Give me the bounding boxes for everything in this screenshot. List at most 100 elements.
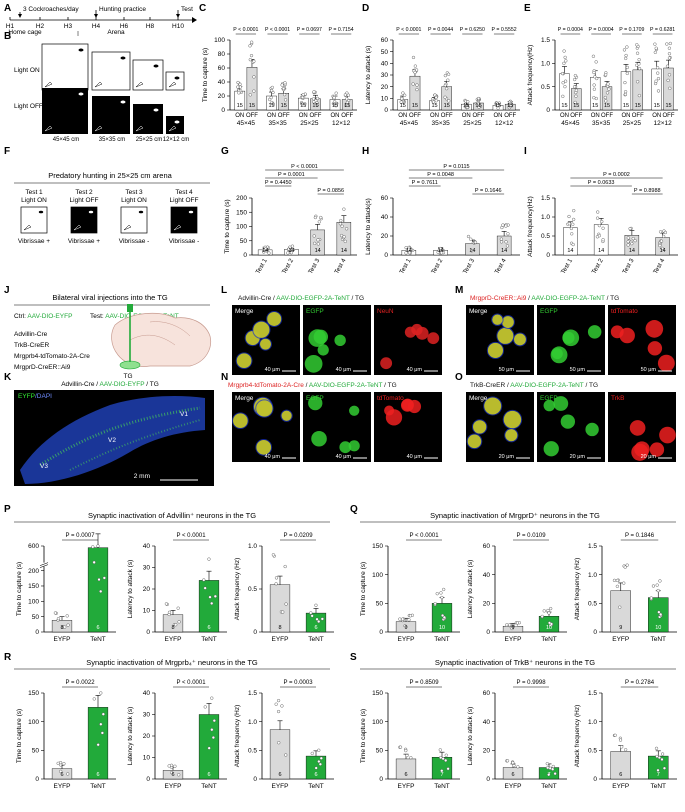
p-value: P = 0.0115 xyxy=(443,164,469,170)
y-tick-label: 0 xyxy=(146,776,150,783)
data-point xyxy=(270,85,274,90)
n-label: 15 xyxy=(573,103,579,109)
data-point xyxy=(264,247,268,251)
merge-cell xyxy=(492,314,503,325)
bar-label: ON xyxy=(331,113,340,119)
n-label: 6 xyxy=(404,772,407,778)
data-point xyxy=(177,773,181,777)
y-tick-label: 0.5 xyxy=(588,601,597,608)
data-point xyxy=(283,564,287,569)
scale-label: 20 μm xyxy=(570,454,586,460)
mouse-line: Mrgprb4-tdTomato-2A-Cre xyxy=(14,353,90,360)
panel-label-q: Q xyxy=(350,504,358,515)
labeled-cell xyxy=(543,399,556,412)
data-point xyxy=(310,751,314,755)
data-point xyxy=(346,93,350,97)
y-tick-label: 0 xyxy=(243,252,247,259)
panel-label-o: O xyxy=(455,372,463,383)
data-point xyxy=(663,230,668,235)
p-value: P = 0.9998 xyxy=(516,680,546,686)
merge-cell xyxy=(236,353,252,369)
n-label: 14 xyxy=(469,248,475,254)
data-point xyxy=(334,101,338,106)
data-point xyxy=(603,95,607,100)
x-tick-label: Test 1 xyxy=(560,257,575,275)
data-point xyxy=(252,59,256,63)
data-point xyxy=(63,625,67,629)
test-prefix: Test: xyxy=(90,313,105,320)
labeled-cell xyxy=(415,326,429,340)
x-tick-label: 25×25 xyxy=(463,120,482,127)
data-point xyxy=(624,53,628,58)
data-point xyxy=(512,764,516,768)
data-point xyxy=(320,617,324,621)
data-point xyxy=(284,602,288,606)
n-label: 14 xyxy=(501,248,507,254)
data-point xyxy=(56,761,60,765)
test-name: Test 4 xyxy=(175,189,193,196)
mouse-line: MrgprD-CreER::Ai9 xyxy=(14,364,71,371)
panel-label-l: L xyxy=(221,285,227,296)
bar xyxy=(87,547,109,633)
y-tick-label: 50 xyxy=(376,601,384,608)
n-label: 6 xyxy=(207,625,210,631)
data-point xyxy=(637,93,641,98)
merge-cell xyxy=(487,342,504,358)
panel-label-i: I xyxy=(524,146,527,157)
title-part: AAV-DIO-EGFP-2A-TeNT xyxy=(531,295,605,302)
cockroach-icon xyxy=(120,100,126,104)
bar-label: OFF xyxy=(278,113,290,119)
data-point xyxy=(401,91,405,95)
n-label: 15 xyxy=(475,103,481,109)
merge-cell xyxy=(467,434,482,449)
n-label: 7 xyxy=(657,772,660,778)
labeled-cell xyxy=(313,329,329,345)
y-tick-label: 0.5 xyxy=(541,84,550,91)
mouse-icon xyxy=(135,81,144,88)
tile-label: EGFP xyxy=(306,395,324,402)
data-point xyxy=(343,93,347,97)
data-point xyxy=(654,79,658,83)
data-point xyxy=(339,218,343,223)
bar-label: ON xyxy=(560,113,569,119)
merge-cell xyxy=(253,321,270,338)
x-tick-label: TeNT xyxy=(308,636,324,643)
chart-s1: 0 50 100 150 Time to capture (s) 6 EYFP 7 TeNT P … xyxy=(360,680,460,790)
data-point xyxy=(574,88,578,92)
title-part: / xyxy=(304,382,309,389)
data-point xyxy=(466,100,470,104)
x-tick-label: Test 1 xyxy=(255,257,270,275)
data-point xyxy=(514,623,518,627)
data-point xyxy=(100,731,104,735)
title-part: / TG xyxy=(350,295,364,302)
n-label: 7 xyxy=(440,772,443,778)
y-tick-label: 0 xyxy=(593,776,597,783)
k-stain-a: EYFP xyxy=(18,393,35,400)
p-value: P = 0.0048 xyxy=(427,172,454,178)
y-tick-label: 150 xyxy=(236,209,247,216)
y-tick-label: 1.0 xyxy=(248,719,257,726)
data-point xyxy=(469,237,473,241)
p-value: P = 0.0004 xyxy=(589,27,614,33)
tg-label: TG xyxy=(123,373,132,380)
chart-r3: 0 0.5 1.0 1.5 Attack frequency (Hz) 6 EYFP 6 TeN… xyxy=(234,680,334,790)
x-tick-label: EYFP xyxy=(54,636,71,643)
x-tick-label: Test 4 xyxy=(494,257,509,275)
tile-label: Merge xyxy=(235,395,254,402)
data-point xyxy=(401,617,405,621)
y-tick-label: 10 xyxy=(143,755,151,762)
n-label: 14 xyxy=(262,248,268,254)
labeled-cell xyxy=(647,341,663,356)
data-point xyxy=(466,234,471,239)
tile-label: NeuN xyxy=(377,308,394,315)
data-point xyxy=(252,89,256,93)
labeled-cell xyxy=(339,441,352,454)
y-axis-label: Time to capture (s) xyxy=(16,562,23,616)
data-point xyxy=(573,85,577,89)
tile-label: TrkB xyxy=(611,395,624,402)
y-axis-label: Latency to attack (s) xyxy=(127,707,134,766)
data-point xyxy=(92,697,96,701)
data-point xyxy=(597,224,601,228)
data-point xyxy=(236,80,240,85)
data-point xyxy=(655,583,659,587)
